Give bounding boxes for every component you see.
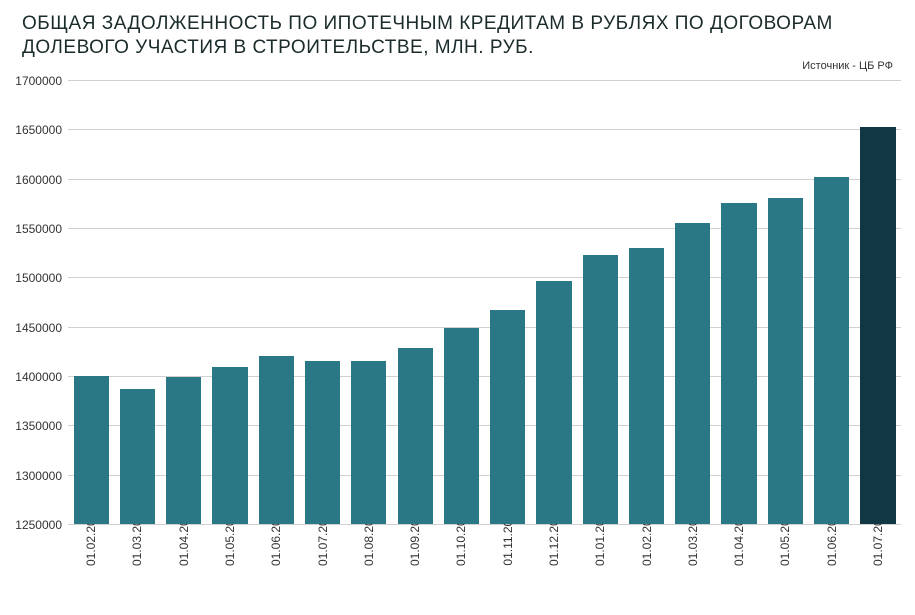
- x-tick-slot: 01.10.2019: [438, 530, 484, 610]
- bar-slot: [485, 80, 531, 524]
- x-tick-slot: 01.03.2020: [670, 530, 716, 610]
- bar: [212, 367, 247, 524]
- bar-slot: [299, 80, 345, 524]
- gridline: 1250000: [68, 524, 901, 525]
- bar: [351, 361, 386, 524]
- y-tick-label: 1650000: [15, 123, 62, 137]
- x-axis-labels: 01.02.201901.03.201901.04.201901.05.2019…: [68, 530, 901, 610]
- y-tick-label: 1550000: [15, 222, 62, 236]
- bar: [629, 248, 664, 524]
- bar: [259, 356, 294, 524]
- chart-card: ОБЩАЯ ЗАДОЛЖЕННОСТЬ ПО ИПОТЕЧНЫМ КРЕДИТА…: [0, 0, 915, 615]
- bar: [536, 281, 571, 524]
- bar-slot: [623, 80, 669, 524]
- bar-slot: [207, 80, 253, 524]
- bar-slot: [809, 80, 855, 524]
- bar-slot: [716, 80, 762, 524]
- bar-slot: [253, 80, 299, 524]
- bars-container: [68, 80, 901, 524]
- x-tick-slot: 01.12.2019: [531, 530, 577, 610]
- x-tick-slot: 01.07.2019: [299, 530, 345, 610]
- bar: [166, 377, 201, 524]
- bar: [768, 198, 803, 524]
- bar: [490, 310, 525, 524]
- y-tick-label: 1400000: [15, 370, 62, 384]
- bar: [814, 177, 849, 524]
- bar-slot: [392, 80, 438, 524]
- x-tick-slot: 01.09.2019: [392, 530, 438, 610]
- bar: [675, 223, 710, 524]
- x-tick-slot: 01.11.2019: [485, 530, 531, 610]
- bar: [120, 389, 155, 524]
- x-tick-slot: 01.01.2020: [577, 530, 623, 610]
- x-tick-slot: 01.02.2020: [623, 530, 669, 610]
- bar-slot: [68, 80, 114, 524]
- x-tick-slot: 01.08.2019: [346, 530, 392, 610]
- x-tick-slot: 01.05.2019: [207, 530, 253, 610]
- bar: [583, 255, 618, 524]
- bar-slot: [670, 80, 716, 524]
- y-tick-label: 1350000: [15, 419, 62, 433]
- bar-slot: [114, 80, 160, 524]
- bar: [74, 376, 109, 524]
- plot-region: 1250000130000013500001400000145000015000…: [68, 80, 901, 525]
- y-tick-label: 1450000: [15, 321, 62, 335]
- chart-title: ОБЩАЯ ЗАДОЛЖЕННОСТЬ ПО ИПОТЕЧНЫМ КРЕДИТА…: [22, 12, 893, 60]
- y-tick-label: 1300000: [15, 469, 62, 483]
- x-tick-slot: 01.04.2019: [161, 530, 207, 610]
- bar: [398, 348, 433, 524]
- x-tick-slot: 01.07.2020: [855, 530, 901, 610]
- bar: [444, 328, 479, 524]
- bar-slot: [577, 80, 623, 524]
- bar-slot: [438, 80, 484, 524]
- bar: [860, 127, 895, 524]
- bar: [721, 203, 756, 524]
- y-tick-label: 1500000: [15, 271, 62, 285]
- x-tick-slot: 01.02.2019: [68, 530, 114, 610]
- x-tick-slot: 01.04.2020: [716, 530, 762, 610]
- y-tick-label: 1600000: [15, 173, 62, 187]
- chart-area: 1250000 1300000 1350000 1400000 1450000 15000…: [0, 80, 915, 615]
- x-tick-slot: 01.06.2020: [809, 530, 855, 610]
- x-tick-slot: 01.05.2020: [762, 530, 808, 610]
- y-tick-label: 1250000: [15, 518, 62, 532]
- chart-source: Источник - ЦБ РФ: [802, 60, 893, 72]
- bar-slot: [161, 80, 207, 524]
- bar-slot: [762, 80, 808, 524]
- bar: [305, 361, 340, 524]
- y-tick-label: 1700000: [15, 74, 62, 88]
- bar-slot: [855, 80, 901, 524]
- bar-slot: [531, 80, 577, 524]
- x-tick-slot: 01.03.2019: [114, 530, 160, 610]
- x-tick-slot: 01.06.2019: [253, 530, 299, 610]
- bar-slot: [346, 80, 392, 524]
